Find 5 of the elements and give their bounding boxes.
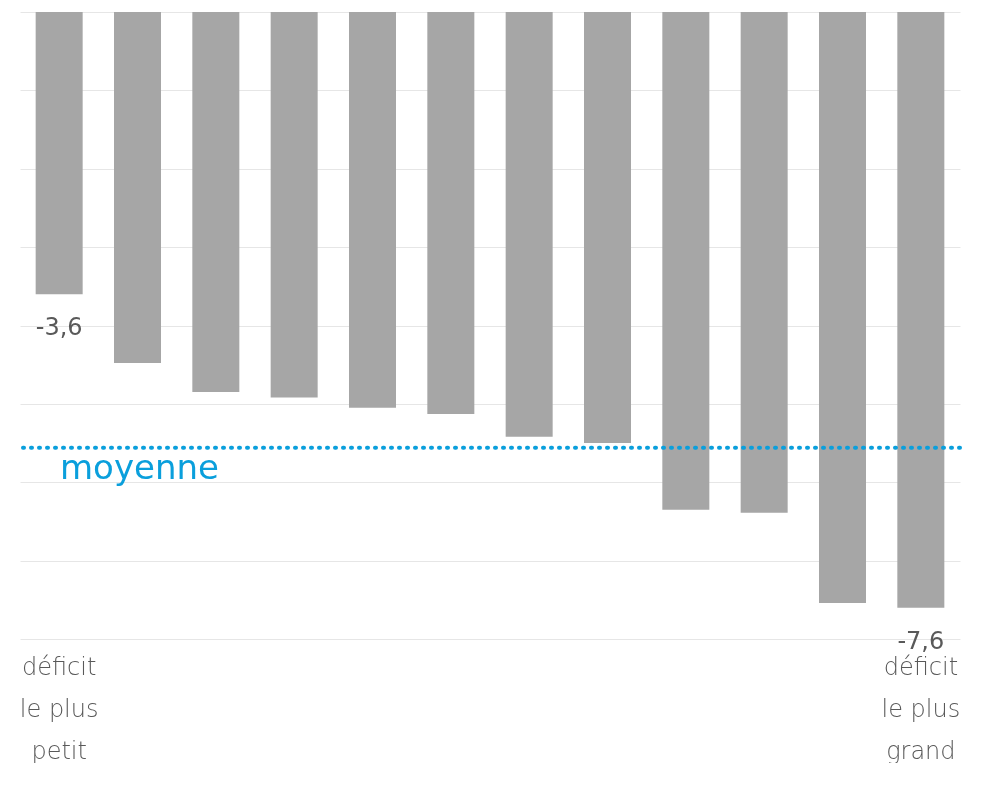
x-tick-label: déficit le plus petit: [19, 652, 99, 765]
data-label: -7,6: [897, 626, 945, 655]
data-label: -3,6: [35, 313, 83, 342]
x-tick-label: déficit le plus grand: [881, 652, 961, 765]
ref-line-label: moyenne: [60, 446, 219, 487]
